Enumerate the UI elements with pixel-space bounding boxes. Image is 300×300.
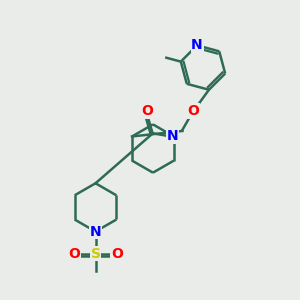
- Text: N: N: [167, 130, 178, 143]
- Text: N: N: [90, 225, 101, 238]
- Text: O: O: [111, 247, 123, 261]
- Text: N: N: [191, 38, 203, 52]
- Text: O: O: [68, 247, 80, 261]
- Text: O: O: [188, 104, 200, 118]
- Text: S: S: [91, 247, 100, 261]
- Text: O: O: [141, 104, 153, 118]
